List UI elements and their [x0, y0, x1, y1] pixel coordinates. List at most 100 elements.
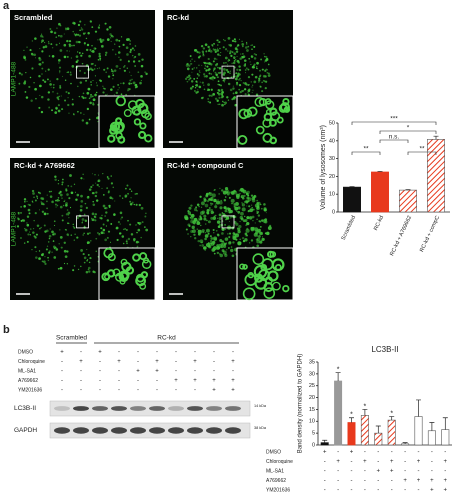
lysosome: [221, 100, 224, 103]
y-tick-label: 20: [329, 174, 335, 180]
lysosome: [201, 50, 204, 53]
inset-lysosome: [254, 96, 265, 108]
lysosome: [227, 60, 230, 62]
lysosome: [256, 61, 259, 65]
condition-sign: -: [377, 478, 379, 484]
lysosome: [47, 98, 50, 101]
lysosome: [88, 232, 91, 234]
lysosome: [221, 242, 226, 246]
lysosome: [196, 82, 198, 84]
lysosome: [73, 265, 76, 267]
lysosome: [214, 214, 217, 217]
lysosome: [229, 44, 232, 47]
lysosome: [251, 48, 253, 51]
lysosome: [86, 196, 90, 199]
lysosome: [216, 220, 221, 224]
condition-label: YM201636: [18, 387, 42, 393]
lysosome: [127, 192, 129, 195]
lysosome: [66, 39, 69, 43]
lysosome: [80, 112, 82, 114]
lysosome: [256, 211, 259, 215]
lysosome: [134, 193, 137, 195]
lysosome: [239, 187, 244, 192]
lysosome: [119, 58, 122, 62]
lysosome: [205, 193, 209, 196]
lysosome: [23, 198, 27, 201]
lysosome: [264, 218, 268, 221]
lysosome: [128, 82, 131, 85]
lysosome: [33, 196, 35, 199]
lysosome: [67, 97, 69, 99]
lysosome: [214, 71, 217, 74]
lysosome: [203, 84, 205, 86]
lysosome: [231, 202, 233, 205]
lysosome: [39, 48, 41, 50]
lysosome: [53, 247, 56, 250]
lysosome: [227, 50, 229, 52]
lysosome: [47, 42, 50, 45]
lysosome: [68, 40, 72, 43]
lysosome: [251, 92, 253, 94]
lysosome: [234, 77, 238, 81]
condition-sign: +: [323, 450, 327, 456]
lysosome: [244, 238, 248, 242]
condition-sign: +: [117, 359, 121, 365]
lysosome: [263, 80, 266, 83]
inset-lysosome: [267, 250, 275, 258]
condition-label: A769662: [18, 378, 38, 384]
lysosome: [52, 83, 55, 86]
lysosome: [41, 197, 45, 201]
lysosome: [80, 265, 82, 268]
lysosome: [40, 226, 42, 229]
lysosome: [27, 208, 31, 212]
group-label: RC-kd: [157, 335, 176, 342]
lysosome: [110, 37, 112, 39]
lysosome: [125, 187, 127, 190]
lysosome: [94, 68, 96, 70]
lysosome: [260, 203, 262, 206]
lysosome: [78, 51, 81, 54]
lysosome: [89, 101, 92, 105]
lysosome: [221, 103, 224, 107]
lysosome: [223, 39, 225, 41]
lysosome: [105, 225, 108, 227]
lysosome: [84, 202, 87, 205]
lysosome: [81, 28, 84, 31]
lysosome: [227, 36, 231, 40]
lysosome: [28, 85, 31, 88]
lysosome: [110, 182, 114, 185]
condition-sign: -: [118, 369, 120, 375]
condition-sign: -: [80, 369, 82, 375]
y-tick-label: 10: [329, 192, 335, 198]
lysosome: [198, 64, 200, 66]
lysosome: [83, 113, 85, 115]
bar: [387, 419, 396, 446]
lysosome: [216, 99, 219, 102]
condition-sign: +: [155, 359, 159, 365]
lysosome: [117, 221, 120, 224]
lysosome: [132, 55, 134, 57]
condition-sign: +: [417, 478, 421, 484]
x-tick-label: Scrambled: [341, 215, 358, 241]
condition-sign: -: [137, 378, 139, 384]
lysosome: [70, 57, 73, 59]
lysosome: [33, 235, 36, 238]
lysosome: [207, 57, 210, 61]
lysosome: [239, 193, 241, 195]
lysosome: [217, 92, 221, 96]
lysosome: [131, 47, 134, 50]
lysosome: [212, 79, 214, 81]
blot-band: [111, 427, 127, 434]
lysosome: [110, 34, 113, 37]
lysosome: [18, 72, 21, 75]
lysosome: [258, 77, 261, 80]
lysosome: [219, 243, 221, 246]
lysosome: [66, 71, 68, 73]
condition-sign: -: [444, 469, 446, 475]
lysosome: [227, 70, 230, 74]
lysosome: [213, 70, 215, 72]
condition-sign: -: [418, 469, 420, 475]
lysosome: [83, 256, 87, 260]
lysosome: [134, 55, 137, 58]
lysosome: [106, 38, 110, 41]
